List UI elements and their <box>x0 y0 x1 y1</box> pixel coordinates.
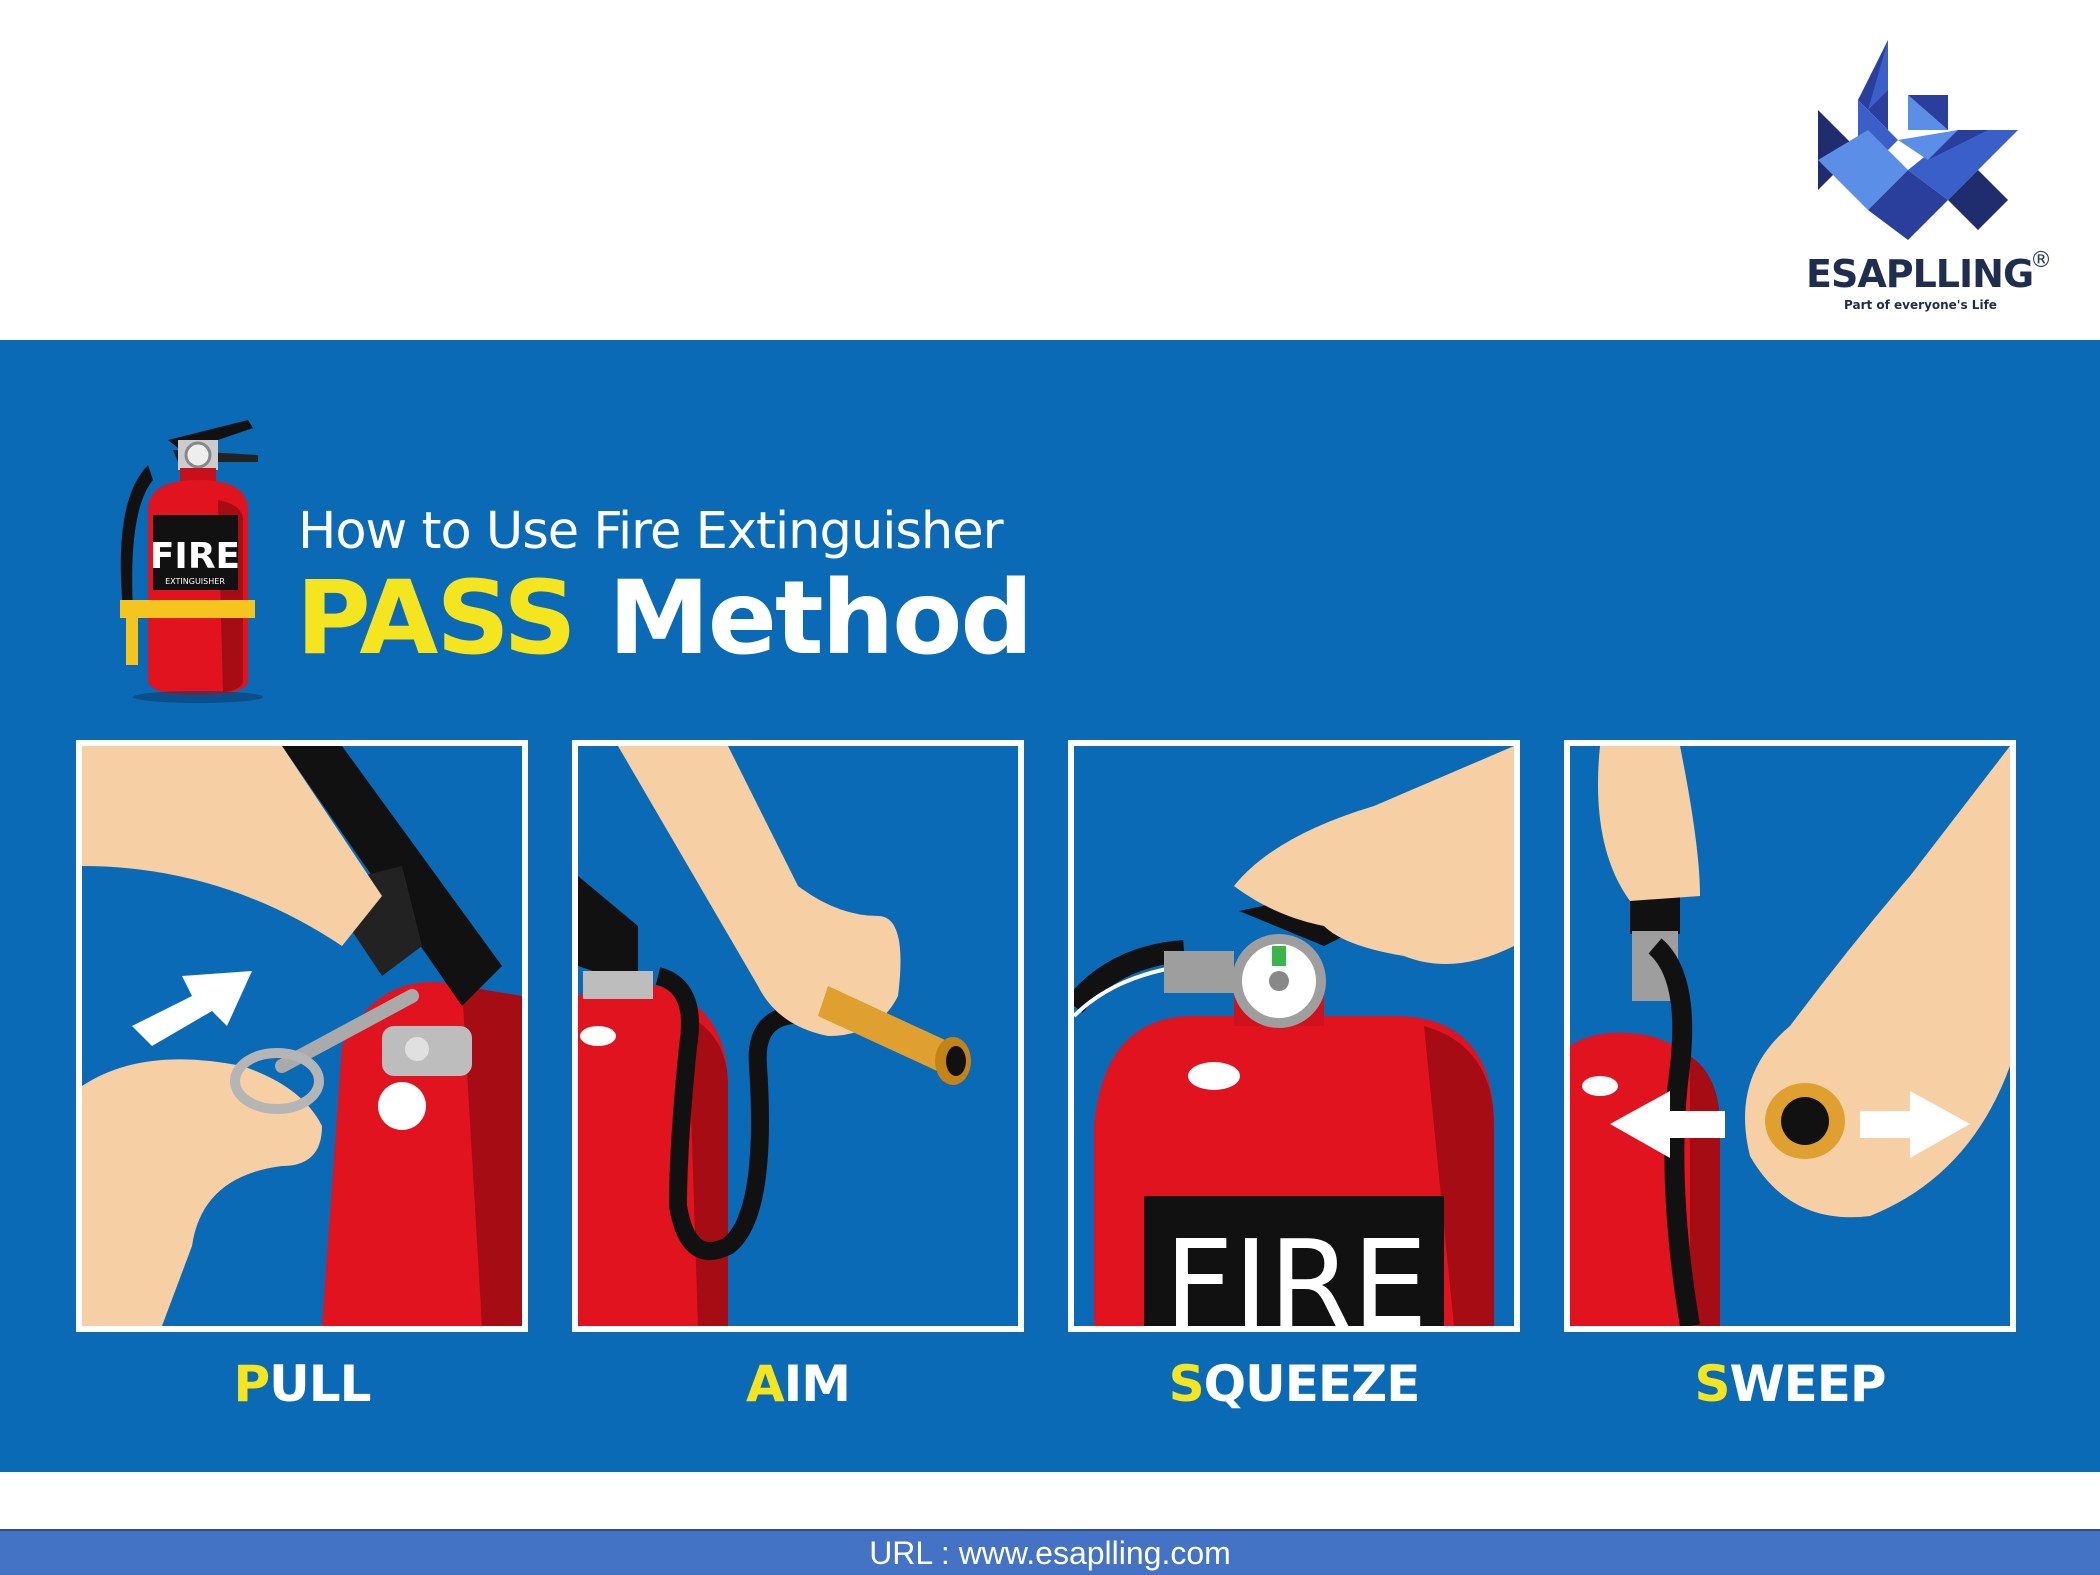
pull-pin-icon <box>82 746 522 1326</box>
poster-headline: PASS Method <box>296 568 1031 670</box>
squeeze-fire-label: FIRE <box>1164 1216 1428 1326</box>
footer-bar: URL : www.esaplling.com <box>0 1529 2100 1575</box>
step-rest: ULL <box>269 1355 370 1413</box>
esaplling-logo-mark-icon <box>1808 30 2018 250</box>
step-label-squeeze: SQUEEZE <box>1068 1355 1520 1413</box>
hero-extinguisher-label: FIRE <box>150 536 240 577</box>
step-rest: IM <box>784 1355 850 1413</box>
fire-extinguisher-icon: FIRE EXTINGUISHER <box>108 410 268 705</box>
hero-extinguisher-sublabel: EXTINGUISHER <box>165 577 225 586</box>
step-panel-aim <box>572 740 1024 1332</box>
step-panel-sweep <box>1564 740 2016 1332</box>
step-panel-squeeze: FIRE <box>1068 740 1520 1332</box>
squeeze-handle-icon: FIRE <box>1074 746 1514 1326</box>
brand-tagline: Part of everyone's Life <box>1844 298 1997 312</box>
step-label-pull: PULL <box>76 1355 528 1413</box>
step-rest: WEEP <box>1729 1355 1885 1413</box>
step-rest: QUEEZE <box>1204 1355 1420 1413</box>
brand-name: ESAPLLING <box>1806 252 2033 296</box>
poster-subtitle: How to Use Fire Extinguisher <box>298 502 1003 561</box>
step-label-sweep: SWEEP <box>1564 1355 2016 1413</box>
step-initial: A <box>746 1355 784 1413</box>
headline-pass: PASS <box>296 559 575 678</box>
step-initial: S <box>1169 1355 1204 1413</box>
pass-method-poster: FIRE EXTINGUISHER How to Use Fire Exting… <box>0 340 2100 1472</box>
footer-url[interactable]: URL : www.esaplling.com <box>869 1535 1231 1571</box>
step-initial: S <box>1694 1355 1729 1413</box>
step-initial: P <box>234 1355 270 1413</box>
step-label-aim: AIM <box>572 1355 1024 1413</box>
registered-mark: ® <box>2030 248 2052 273</box>
step-panel-pull <box>76 740 528 1332</box>
headline-method: Method <box>608 559 1031 678</box>
brand-logo: ESAPLLING ® Part of everyone's Life <box>1800 30 2070 320</box>
sweep-side-icon <box>1570 746 2010 1326</box>
aim-nozzle-icon <box>578 746 1018 1326</box>
